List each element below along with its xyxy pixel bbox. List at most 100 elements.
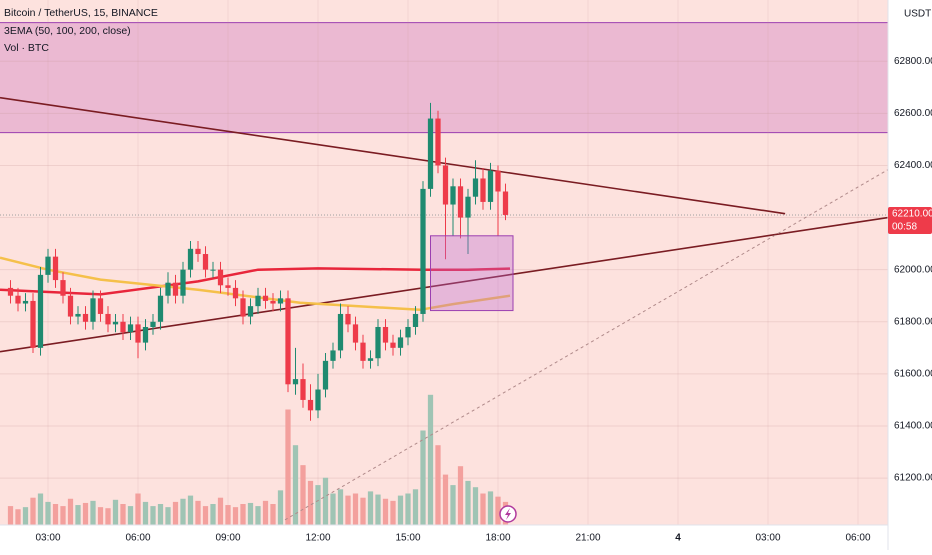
- volume-bar: [120, 504, 126, 525]
- candle-body: [307, 399, 314, 411]
- volume-bar: [262, 500, 269, 525]
- candle-body: [472, 178, 479, 197]
- candle-body: [217, 269, 224, 286]
- candle-body: [442, 165, 449, 205]
- volume-bar: [75, 505, 81, 525]
- candle-body: [187, 248, 194, 270]
- volume-bar: [277, 490, 284, 525]
- candle-body: [270, 300, 276, 304]
- ema-line: [0, 267, 511, 296]
- candle-body: [450, 186, 456, 205]
- candle-body: [135, 324, 141, 343]
- x-tick-label: 18:00: [485, 533, 510, 544]
- volume-bar: [247, 502, 254, 525]
- candle-body: [30, 300, 36, 348]
- candle-body: [352, 324, 359, 343]
- alert-icon[interactable]: [499, 505, 517, 523]
- volume-bar: [82, 502, 89, 525]
- candle-body: [480, 178, 486, 202]
- volume-bar: [67, 498, 74, 525]
- volume-bar: [487, 491, 494, 525]
- volume-bar: [367, 491, 374, 525]
- y-tick-label: 62400.00: [894, 160, 932, 171]
- chart-title: Bitcoin / TetherUS, 15, BINANCE: [4, 7, 158, 19]
- candle-body: [45, 256, 51, 275]
- volume-bar: [180, 498, 186, 525]
- candle-body: [300, 379, 306, 400]
- candle-body: [15, 295, 21, 304]
- candle-body: [465, 196, 471, 218]
- candle-body: [337, 313, 344, 351]
- volume-bar: [495, 496, 501, 525]
- candle-body: [142, 326, 149, 343]
- candle-body: [412, 313, 419, 327]
- last-price-label: 62210.00: [892, 209, 932, 220]
- y-tick-label: 62800.00: [894, 56, 932, 67]
- indicator-label: Vol · BTC: [4, 42, 49, 54]
- candle-body: [435, 118, 441, 166]
- volume-bar: [45, 501, 51, 525]
- candle-body: [457, 186, 464, 218]
- volume-bar: [457, 466, 464, 525]
- candle-body: [405, 326, 411, 338]
- volume-bar: [352, 493, 359, 525]
- candle-body: [397, 337, 404, 348]
- candle-body: [195, 248, 201, 255]
- volume-bar: [465, 480, 471, 525]
- time-axis-panel: [0, 525, 888, 550]
- last-price-tag: [888, 206, 932, 234]
- candle-body: [67, 295, 74, 317]
- volume-bar: [330, 493, 336, 525]
- candle-body: [60, 280, 66, 296]
- volume-bar: [420, 430, 426, 525]
- candle-body: [157, 295, 164, 322]
- candle-body: [255, 295, 261, 307]
- candle-body: [120, 321, 126, 333]
- volume-bar: [202, 506, 209, 525]
- y-tick-label: 62600.00: [894, 108, 932, 119]
- candle-body: [277, 298, 284, 304]
- y-tick-label: 61800.00: [894, 316, 932, 327]
- candle-body: [240, 298, 246, 317]
- volume-bar: [135, 493, 141, 525]
- volume-bar: [442, 474, 449, 525]
- volume-bar: [37, 493, 44, 525]
- volume-bar: [450, 485, 456, 525]
- volume-bar: [427, 394, 434, 525]
- candle-body: [180, 269, 186, 296]
- volume-bar: [240, 504, 246, 525]
- volume-bar: [360, 497, 366, 525]
- candle-body: [420, 188, 426, 314]
- candle-body: [105, 313, 111, 325]
- volume-bar: [285, 409, 291, 525]
- candle-body: [90, 298, 96, 322]
- candle-body: [247, 306, 254, 317]
- volume-bar: [105, 508, 111, 525]
- volume-bar: [52, 504, 59, 525]
- candle-body: [165, 282, 171, 296]
- candle-body: [37, 274, 44, 348]
- volume-bar: [217, 497, 224, 525]
- trend-line: [284, 169, 889, 521]
- candle-body: [202, 254, 209, 270]
- candle-body: [262, 295, 269, 301]
- y-tick-label: 61600.00: [894, 369, 932, 380]
- volume-bar: [7, 506, 14, 525]
- candle-body: [360, 342, 366, 361]
- volume-bar: [322, 477, 329, 525]
- y-tick-label: 62000.00: [894, 264, 932, 275]
- volume-bar: [480, 493, 486, 525]
- highlight-box: [430, 235, 514, 312]
- volume-bar: [397, 495, 404, 525]
- candle-body: [7, 287, 14, 296]
- volume-bar: [390, 500, 396, 525]
- candle-body: [285, 298, 291, 385]
- candle-body: [232, 287, 239, 299]
- candle-body: [427, 118, 434, 189]
- volume-bar: [15, 509, 21, 525]
- candle-body: [97, 298, 104, 314]
- candle-body: [127, 324, 134, 333]
- volume-bar: [157, 504, 164, 525]
- volume-bar: [307, 480, 314, 525]
- volume-bar: [270, 504, 276, 525]
